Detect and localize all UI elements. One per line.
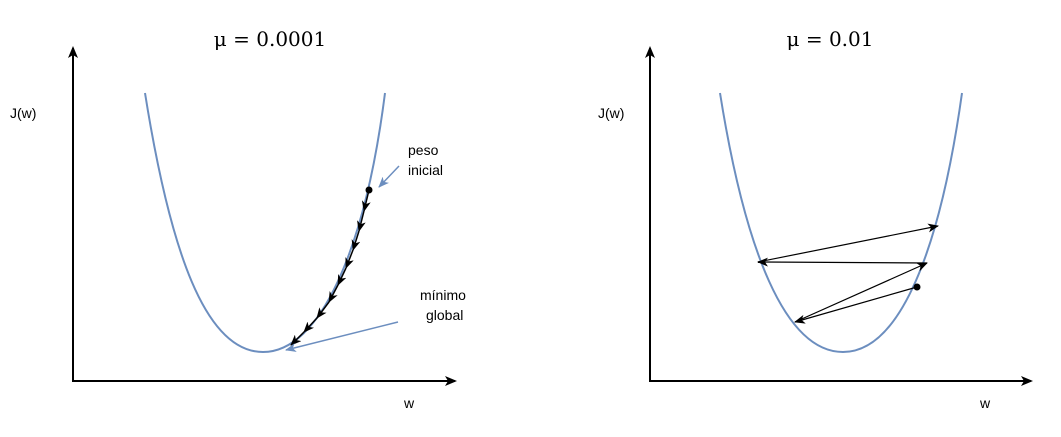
step-arrow xyxy=(794,286,918,324)
step-arrow xyxy=(345,249,354,269)
step-arrow xyxy=(361,189,371,212)
step-arrow xyxy=(290,331,305,346)
step-arrow xyxy=(328,284,339,303)
left-global-minimum-label: mínimo global xyxy=(420,287,470,323)
right-x-axis-label: w xyxy=(979,395,991,411)
step-arrow xyxy=(337,267,347,286)
right-cost-curve xyxy=(719,92,963,354)
left-initial-weight-label: peso inicial xyxy=(408,142,443,178)
left-cost-curve xyxy=(144,92,386,354)
step-arrow xyxy=(351,230,361,251)
left-global-minimum-pointer xyxy=(285,321,399,352)
left-panel: μ = 0.0001 J(w) w peso inicial mínimo gl… xyxy=(10,27,470,411)
step-arrow xyxy=(757,223,939,263)
left-initial-weight-pointer xyxy=(378,165,400,188)
right-panel-title: μ = 0.01 xyxy=(786,27,873,51)
left-panel-title: μ = 0.0001 xyxy=(214,27,326,51)
left-x-axis-label: w xyxy=(403,395,415,411)
left-y-axis-label: J(w) xyxy=(10,105,36,121)
step-arrow xyxy=(303,317,318,333)
right-panel: μ = 0.01 J(w) w xyxy=(598,27,1033,411)
step-arrow xyxy=(357,210,366,232)
right-step-arrows xyxy=(757,223,939,324)
step-arrow xyxy=(757,257,928,267)
left-step-arrows xyxy=(290,189,371,346)
step-arrow xyxy=(316,301,330,319)
step-arrow xyxy=(794,262,928,323)
right-y-axis-label: J(w) xyxy=(598,105,624,121)
